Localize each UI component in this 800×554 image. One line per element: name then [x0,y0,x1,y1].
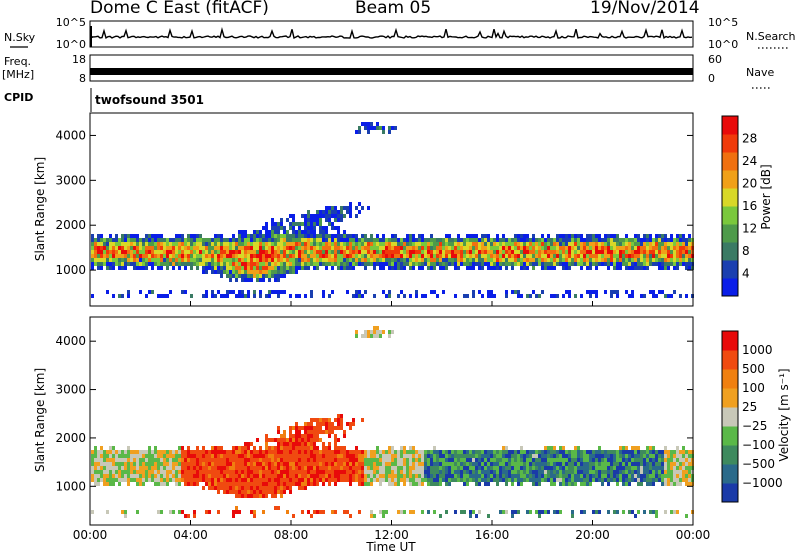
colorbar-swatch [722,260,738,279]
nsky-label: N.Sky [4,31,36,44]
nave-label: Nave [746,66,774,79]
freq-tick-top: 18 [72,53,86,66]
time-axis: 00:00 04:00 08:00 12:00 16:00 20:00 00:00 [73,301,711,542]
xlabel: Time UT [365,540,416,554]
nsearch-tick-top: 10^5 [708,16,738,29]
nsky-trace [91,27,693,40]
colorbar-swatch [722,134,738,153]
power-colorbar-label: Power [dB] [759,164,773,229]
time-tick-label: 20:00 [575,528,610,542]
velocity-ylabel: Slant Range [km] [33,368,47,472]
colorbar-tick-label: 25 [742,400,757,414]
colorbar-tick-label: 4 [742,267,750,281]
range-tick-label: 1000 [55,479,86,493]
date-label: 19/Nov/2014 [590,0,700,18]
cpid-value: twofsound 3501 [95,93,204,107]
power-ylabel: Slant Range [km] [33,157,47,261]
colorbar-tick-label: 28 [742,132,757,146]
colorbar-swatch [722,407,738,427]
range-tick-label: 4000 [55,334,86,348]
colorbar-swatch [722,483,738,503]
station-title: Dome C East (fitACF) [90,0,269,18]
freq-label: Freq. [4,55,31,68]
range-tick-label: 1000 [55,263,86,277]
beam-label: Beam 05 [355,0,432,18]
nsearch-label: N.Search [746,30,796,43]
colorbar-swatch [722,224,738,243]
colorbar-swatch [722,464,738,484]
nsky-tick-top: 10^5 [56,16,86,29]
colorbar-tick-label: 12 [742,222,757,236]
colorbar-tick-label: 100 [742,381,765,395]
time-tick-label: 00:00 [73,528,108,542]
colorbar-swatch [722,170,738,189]
power-y-axis: 1000 2000 3000 4000 [55,128,693,277]
nsearch-tick-bottom: 10^0 [708,38,738,51]
colorbar-tick-label: −25 [742,419,767,433]
colorbar-tick-label: 16 [742,199,757,213]
colorbar-tick-label: −1000 [742,476,783,490]
colorbar-swatch [722,206,738,225]
range-tick-label: 2000 [55,431,86,445]
colorbar-tick-label: −500 [742,457,775,471]
nave-tick-top: 60 [708,53,722,66]
nsky-panel [89,20,694,48]
power-colorbar: 4 8 12 16 20 24 28 [721,115,757,297]
range-tick-label: 3000 [55,173,86,187]
colorbar-swatch [722,369,738,389]
velocity-colorbar: 1000 500 100 25 −25 −100 −500 −1000 [721,330,783,503]
colorbar-tick-label: 1000 [742,343,773,357]
colorbar-swatch [722,152,738,171]
time-tick-label: 08:00 [274,528,309,542]
velocity-colorbar-label: Velocity [m s⁻¹] [777,368,791,461]
colorbar-swatch [722,116,738,135]
freq-unit: [MHz] [2,68,34,81]
nave-tick-bottom: 0 [708,72,715,85]
colorbar-swatch [722,331,738,351]
colorbar-swatch [722,242,738,261]
colorbar-swatch [722,426,738,446]
colorbar-tick-label: −100 [742,438,775,452]
range-tick-label: 4000 [55,128,86,142]
colorbar-tick-label: 500 [742,362,765,376]
freq-tick-bottom: 8 [79,72,86,85]
colorbar-tick-label: 8 [742,244,750,258]
colorbar-swatch [722,278,738,297]
colorbar-swatch [722,445,738,465]
power-heatmap [91,122,694,298]
range-tick-label: 2000 [55,218,86,232]
nsky-tick-bottom: 10^0 [56,38,86,51]
time-tick-label: 00:00 [676,528,711,542]
velocity-y-axis: 1000 2000 3000 4000 [55,334,693,493]
time-tick-label: 04:00 [173,528,208,542]
freq-panel [89,54,694,82]
velocity-heatmap [91,326,694,518]
colorbar-tick-label: 24 [742,154,757,168]
colorbar-swatch [722,388,738,408]
cpid-label: CPID [4,91,33,104]
colorbar-swatch [722,188,738,207]
time-tick-label: 16:00 [475,528,510,542]
range-tick-label: 3000 [55,383,86,397]
colorbar-swatch [722,350,738,370]
time-tick-label: 12:00 [374,528,409,542]
colorbar-tick-label: 20 [742,177,757,191]
